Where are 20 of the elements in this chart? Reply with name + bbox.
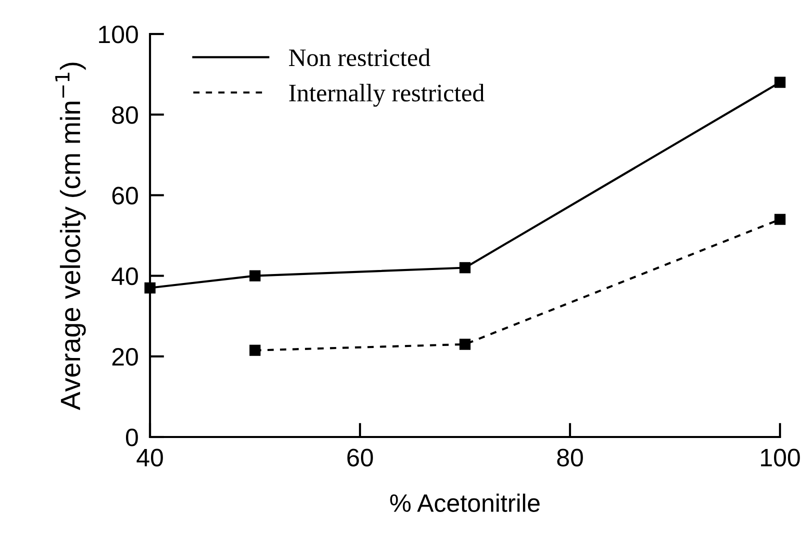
- point: [249, 270, 261, 282]
- point: [249, 344, 261, 356]
- point: [774, 214, 786, 225]
- y-tick-label: 0: [126, 428, 138, 446]
- x-tick-label: 60: [347, 448, 373, 466]
- legend-label: Non restricted: [289, 48, 430, 66]
- y-tick-label: 80: [112, 106, 138, 124]
- y-axis-title: Average velocity (cm min$^{−1}$): [55, 62, 86, 410]
- x-tick-label: 80: [557, 448, 583, 466]
- x-axis-title: % Acetonitrile: [390, 494, 540, 512]
- point: [459, 262, 471, 274]
- y-tick-label: 100: [99, 26, 138, 44]
- y-tick-label: 20: [112, 348, 138, 366]
- y-tick-label: 60: [112, 186, 138, 205]
- y-tick-label: 40: [112, 267, 138, 286]
- x-tick-label: 40: [136, 448, 163, 466]
- x-tick-label: 100: [761, 448, 800, 466]
- point: [459, 338, 471, 350]
- point: [774, 76, 786, 88]
- legend-label: Internally restricted: [289, 84, 484, 107]
